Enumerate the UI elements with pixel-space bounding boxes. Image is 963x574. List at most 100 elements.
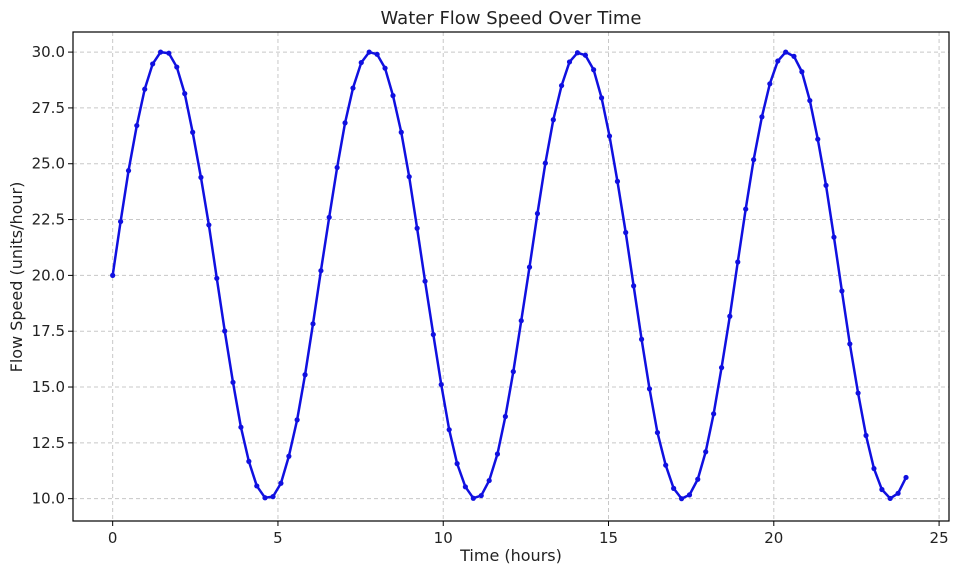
data-point — [462, 484, 468, 490]
data-point — [558, 82, 565, 89]
data-point — [727, 313, 733, 319]
data-point — [150, 61, 156, 67]
data-point — [246, 458, 252, 464]
y-axis-label: Flow Speed (units/hour) — [7, 182, 26, 373]
data-point — [206, 222, 212, 228]
data-point — [190, 129, 196, 135]
data-point — [903, 474, 909, 481]
x-axis-label: Time (hours) — [459, 546, 562, 565]
data-point — [382, 65, 388, 71]
data-point — [414, 225, 420, 231]
chart-title: Water Flow Speed Over Time — [381, 8, 642, 29]
data-point — [887, 495, 893, 502]
data-point — [775, 58, 781, 64]
y-tick-label: 22.5 — [32, 211, 65, 229]
data-point — [623, 229, 629, 236]
data-point — [486, 477, 492, 484]
data-point — [574, 50, 581, 56]
data-point — [638, 336, 645, 342]
data-point — [686, 492, 693, 498]
y-tick-label: 17.5 — [32, 322, 65, 340]
data-point — [446, 427, 452, 433]
data-point — [718, 365, 725, 371]
data-point — [158, 49, 164, 55]
data-point — [518, 318, 524, 324]
series-layer — [110, 49, 909, 502]
data-point — [678, 496, 685, 502]
data-point — [663, 462, 669, 468]
x-tick-label: 15 — [599, 529, 618, 547]
y-tick-label: 27.5 — [32, 99, 65, 117]
data-point — [751, 157, 757, 163]
data-point — [799, 69, 805, 75]
data-point — [134, 122, 140, 129]
data-point — [302, 372, 308, 378]
data-point — [286, 453, 292, 459]
data-point — [895, 490, 901, 496]
data-point — [823, 182, 829, 188]
data-point — [534, 210, 541, 217]
data-point — [254, 483, 260, 489]
data-point — [606, 133, 613, 139]
y-tick-label: 30.0 — [32, 43, 65, 61]
data-point — [646, 386, 653, 392]
data-point — [470, 495, 476, 501]
grid — [73, 32, 949, 521]
y-tick-label: 15.0 — [32, 378, 65, 396]
data-point — [703, 449, 709, 455]
x-tick-label: 25 — [930, 529, 949, 547]
data-point — [783, 49, 789, 55]
data-point — [591, 67, 597, 73]
series-line — [111, 50, 908, 500]
data-point — [230, 379, 236, 385]
data-point — [791, 53, 797, 59]
data-point — [807, 97, 813, 104]
data-point — [262, 495, 268, 501]
data-point — [526, 264, 533, 270]
x-tick-label: 20 — [764, 529, 783, 547]
data-point — [815, 136, 821, 142]
data-point — [767, 81, 773, 87]
data-point — [454, 461, 460, 467]
data-point — [350, 85, 356, 91]
data-point — [598, 95, 605, 101]
data-point — [879, 486, 885, 493]
data-point — [582, 52, 588, 58]
data-point — [198, 174, 204, 180]
data-point — [125, 168, 132, 174]
data-point — [110, 272, 116, 278]
data-point — [735, 259, 741, 265]
data-point — [671, 485, 677, 491]
data-point — [366, 49, 372, 55]
y-tick-label: 10.0 — [32, 490, 65, 508]
data-point — [270, 494, 276, 500]
data-point — [438, 381, 444, 388]
data-point — [695, 476, 701, 482]
data-point — [430, 331, 436, 338]
data-point — [550, 117, 556, 123]
data-point — [502, 413, 508, 420]
data-point — [214, 275, 220, 281]
data-point — [174, 64, 180, 70]
data-point — [398, 129, 404, 135]
data-point — [222, 328, 228, 334]
y-tick-label: 20.0 — [32, 266, 65, 284]
data-point — [542, 160, 548, 166]
data-point — [118, 218, 124, 225]
x-tick-label: 0 — [108, 529, 118, 547]
axis-ticks: 0 5 10 15 20 25 10.0 12.5 15.0 17.5 20.0 22.5 25.0 27… — [32, 43, 949, 547]
data-point — [406, 174, 412, 180]
data-point — [654, 429, 661, 436]
data-point — [855, 390, 861, 396]
data-point — [294, 417, 300, 423]
data-point — [839, 288, 845, 294]
data-point — [566, 59, 573, 65]
data-point — [759, 114, 765, 120]
data-point — [711, 411, 717, 417]
data-point — [310, 321, 316, 327]
data-point — [831, 234, 837, 240]
data-point — [166, 50, 172, 56]
data-point — [422, 278, 428, 284]
data-point — [374, 51, 380, 57]
